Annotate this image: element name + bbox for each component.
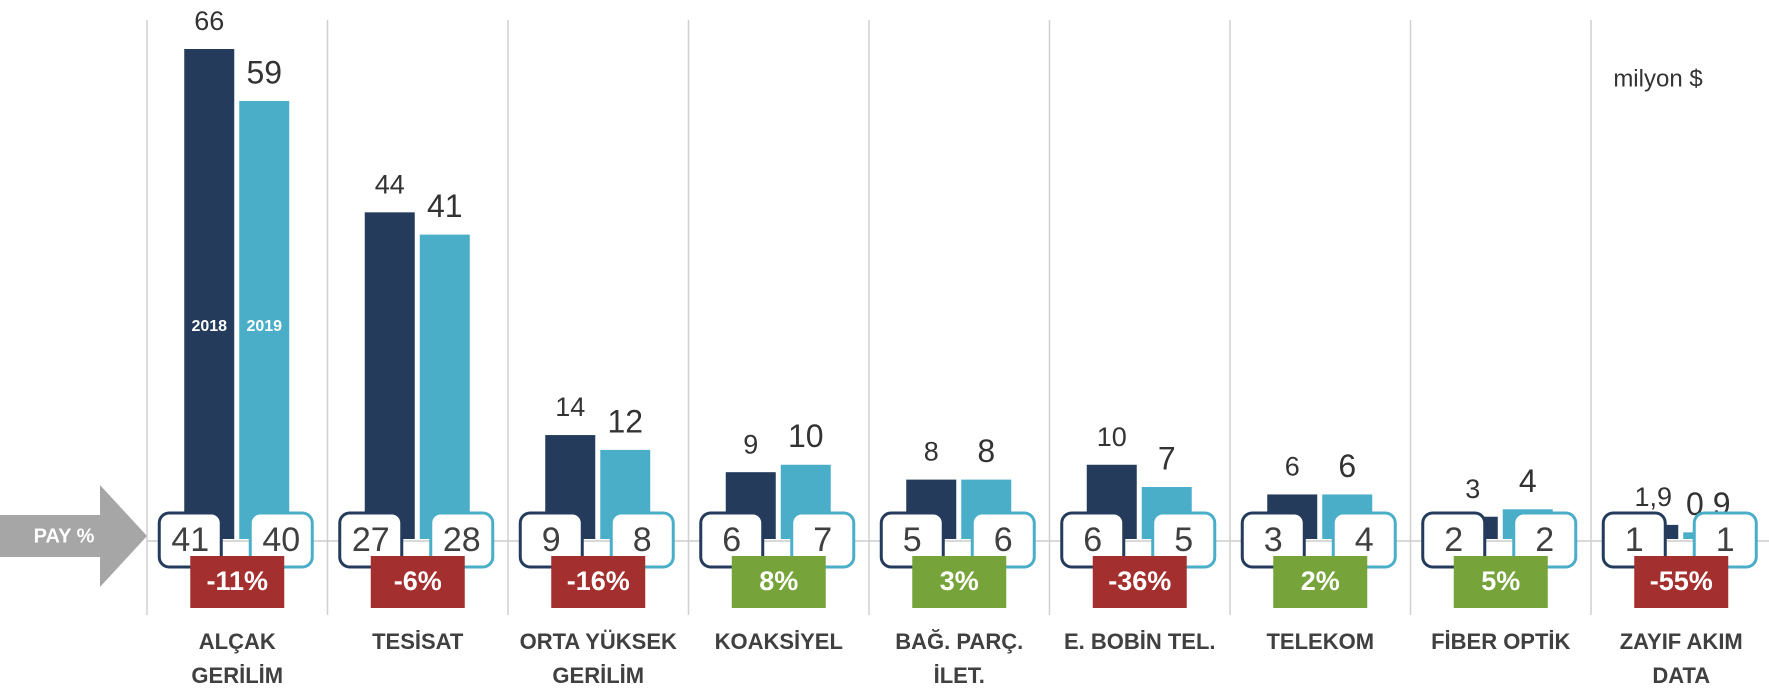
share-value: 1: [1625, 521, 1644, 559]
change-label: -6%: [394, 566, 442, 596]
share-value: 1: [1716, 521, 1735, 559]
share-value: 5: [903, 521, 922, 559]
share-label: PAY %: [34, 525, 95, 547]
share-value: 41: [171, 521, 209, 559]
change-label: -55%: [1650, 566, 1713, 596]
value-label: 14: [555, 392, 585, 422]
share-value: 28: [443, 521, 481, 559]
share-value: 8: [633, 521, 652, 559]
value-label: 3: [1465, 474, 1480, 504]
share-value: 4: [1355, 521, 1374, 559]
share-value: 7: [813, 521, 832, 559]
share-value: 5: [1174, 521, 1193, 559]
share-value: 6: [994, 521, 1013, 559]
change-label: 3%: [940, 566, 979, 596]
share-value: 2: [1535, 521, 1554, 559]
value-label: 10: [1097, 422, 1127, 452]
value-label: 59: [246, 54, 282, 90]
share-value: 3: [1264, 521, 1283, 559]
x-tick-label: TELEKOM: [1266, 629, 1374, 654]
bar: [365, 212, 415, 539]
x-tick-label: DATA: [1652, 663, 1710, 688]
x-tick-label: ORTA YÜKSEK: [520, 629, 677, 654]
x-tick-label: ZAYIF AKIM: [1620, 629, 1743, 654]
x-tick-label: FİBER OPTİK: [1431, 629, 1570, 654]
change-label: -16%: [567, 566, 630, 596]
value-label: 7: [1158, 440, 1176, 476]
unit-label: milyon $: [1613, 65, 1702, 92]
share-value: 40: [262, 521, 300, 559]
share-value: 2: [1444, 521, 1463, 559]
share-value: 6: [1083, 521, 1102, 559]
x-tick-label: GERİLİM: [191, 663, 283, 688]
x-tick-label: GERİLİM: [552, 663, 644, 688]
share-value: 6: [722, 521, 741, 559]
x-tick-label: KOAKSİYEL: [715, 629, 843, 654]
x-tick-label: E. BOBİN TEL.: [1064, 629, 1216, 654]
chart: PAY % milyon $ 6620185920194140-11%ALÇAK…: [0, 0, 1769, 694]
value-label: 12: [607, 403, 643, 439]
value-label: 1,9: [1634, 482, 1672, 512]
change-label: 8%: [759, 566, 798, 596]
change-label: -11%: [206, 566, 268, 596]
bar: [420, 235, 470, 539]
value-label: 6: [1338, 448, 1356, 484]
x-tick-label: ALÇAK: [199, 629, 276, 654]
value-label: 4: [1519, 463, 1537, 499]
x-tick-label: TESİSAT: [372, 629, 464, 654]
value-label: 6: [1285, 452, 1300, 482]
value-label: 8: [977, 433, 995, 469]
legend-label: 2018: [191, 318, 227, 335]
value-label: 44: [375, 169, 405, 199]
change-label: 5%: [1481, 566, 1520, 596]
change-label: -36%: [1108, 566, 1171, 596]
value-label: 8: [924, 437, 939, 467]
share-value: 9: [542, 521, 561, 559]
x-tick-label: BAĞ. PARÇ.: [895, 629, 1023, 654]
legend-label: 2019: [246, 318, 282, 335]
share-value: 27: [352, 521, 390, 559]
value-label: 66: [194, 6, 224, 36]
value-label: 10: [788, 418, 824, 454]
value-label: 9: [743, 429, 758, 459]
change-label: 2%: [1301, 566, 1340, 596]
bar: [184, 49, 234, 539]
value-label: 41: [427, 188, 463, 224]
x-tick-label: İLET.: [934, 663, 985, 688]
